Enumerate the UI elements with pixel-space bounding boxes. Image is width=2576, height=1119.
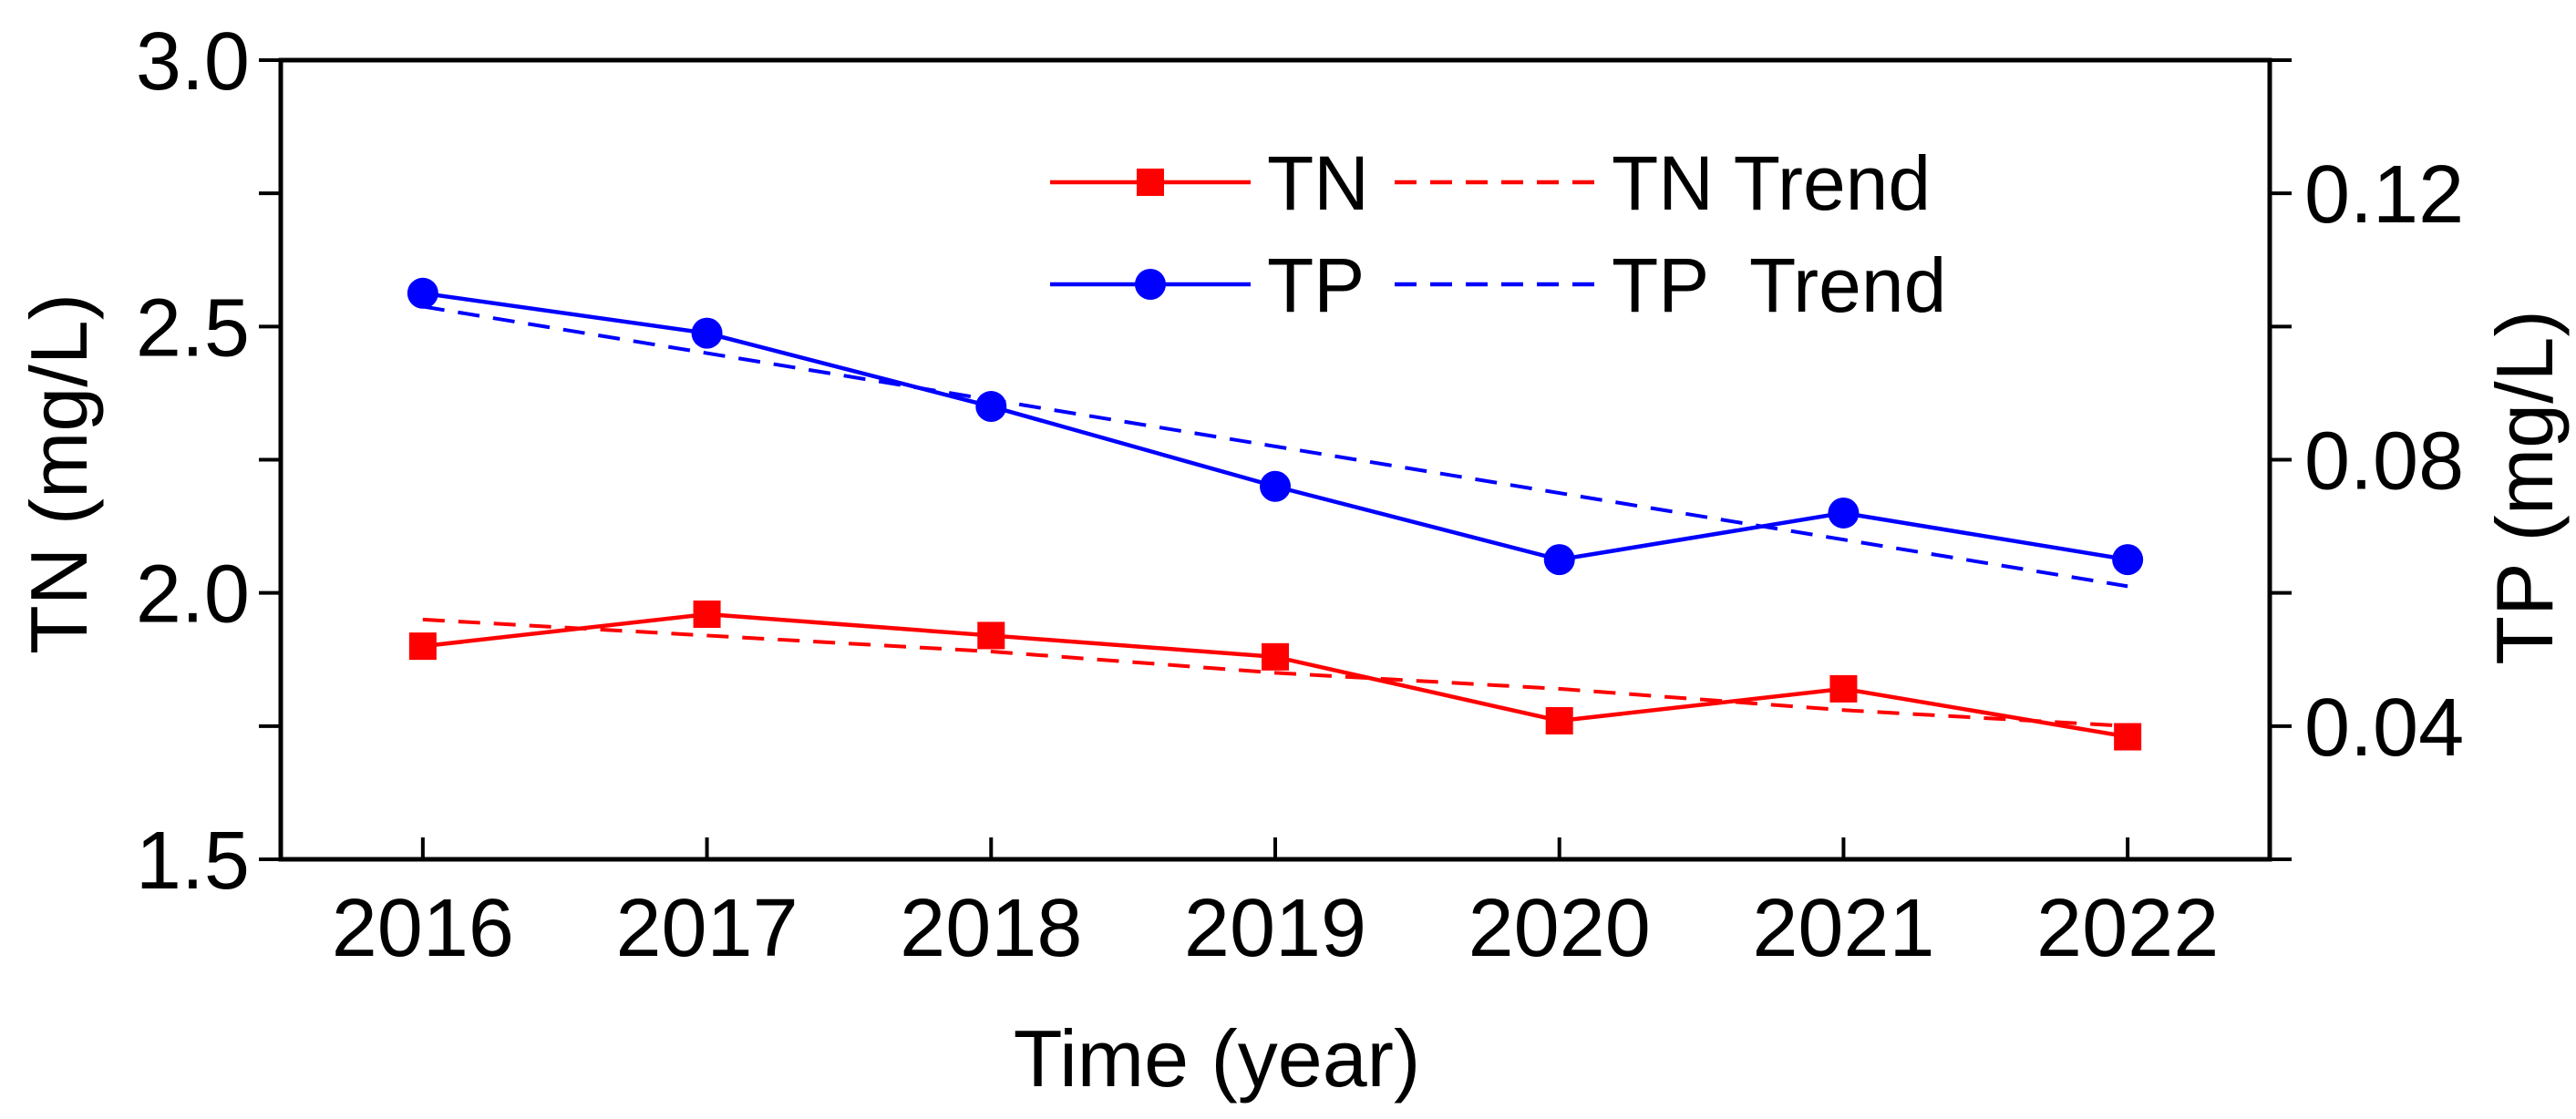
x-tick-label: 2021 bbox=[1752, 883, 1934, 974]
x-tick-label: 2022 bbox=[2036, 883, 2219, 974]
y-tick-label-right: 0.12 bbox=[2304, 149, 2464, 241]
y-tick-label-left: 3.0 bbox=[136, 16, 250, 108]
y-tick-label-left: 2.5 bbox=[136, 282, 250, 374]
x-tick-label: 2020 bbox=[1468, 883, 1651, 974]
x-tick-label: 2016 bbox=[332, 883, 514, 974]
legend-tp-trend-label: TP Trend bbox=[1612, 242, 1946, 328]
tp-line bbox=[422, 291, 2128, 562]
tn-point bbox=[977, 621, 1005, 650]
y-tick-label-left: 2.0 bbox=[136, 549, 250, 641]
axes: 2016 2017 2018 2019 2020 2021 2022 1.5 2.0 2.5 3.0… bbox=[136, 16, 2464, 974]
tn-point bbox=[2114, 723, 2142, 751]
tp-trend-line bbox=[422, 304, 2128, 589]
legend-tn-label: TN bbox=[1267, 140, 1369, 226]
tn-point bbox=[1829, 674, 1858, 703]
x-tick-label: 2017 bbox=[615, 883, 798, 974]
tp-point bbox=[1260, 470, 1291, 502]
tn-point bbox=[1545, 706, 1573, 734]
tn-point bbox=[693, 601, 721, 629]
tp-point bbox=[2112, 544, 2144, 576]
tp-point bbox=[691, 317, 723, 349]
tp-point bbox=[407, 277, 438, 309]
legend-tp-label: TP bbox=[1267, 242, 1365, 328]
y-tick-label-right: 0.08 bbox=[2304, 416, 2464, 508]
legend: TN TN Trend TP TP Trend bbox=[1050, 140, 1946, 328]
y-tick-label-right: 0.04 bbox=[2304, 683, 2464, 774]
legend-tn-marker bbox=[1137, 169, 1164, 196]
plot-area bbox=[407, 277, 2144, 751]
tp-point bbox=[975, 391, 1007, 423]
tp-point bbox=[1543, 544, 1575, 576]
x-tick-label: 2018 bbox=[900, 883, 1082, 974]
tn-trend-line bbox=[422, 617, 2128, 728]
legend-tn-trend-label: TN Trend bbox=[1612, 140, 1931, 226]
y-axis-title-right: TP (mg/L) bbox=[2479, 310, 2570, 665]
x-tick-label: 2019 bbox=[1184, 883, 1366, 974]
tn-point bbox=[408, 632, 437, 661]
tp-point bbox=[1828, 497, 1860, 529]
y-tick-label-left: 1.5 bbox=[136, 816, 250, 907]
tn-point bbox=[1262, 642, 1289, 671]
y-axis-title-left: TN (mg/L) bbox=[14, 293, 104, 654]
x-axis-title: Time (year) bbox=[1014, 1013, 1421, 1104]
legend-tp-marker bbox=[1135, 269, 1166, 300]
